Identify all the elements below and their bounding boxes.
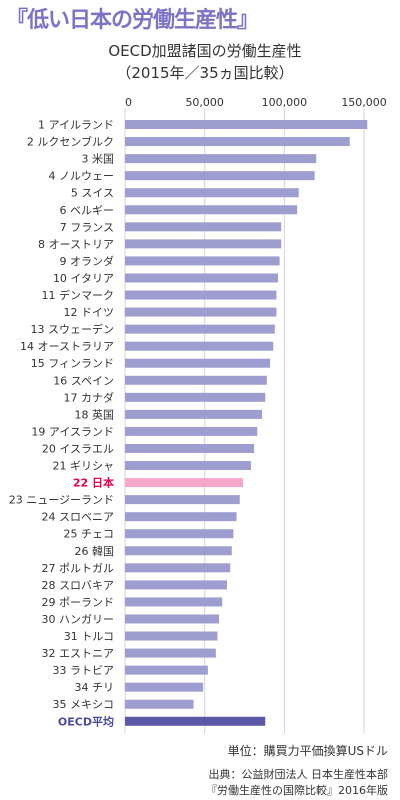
category-label: 22 日本: [73, 476, 114, 490]
category-label: 20 イスラエル: [42, 442, 114, 455]
bar: [125, 478, 243, 488]
bar: [125, 648, 216, 658]
bar: [125, 205, 298, 215]
x-tick-label: 50,000: [185, 96, 224, 109]
category-label: 21 ギリシャ: [53, 460, 115, 473]
headline: 『低い日本の労働生産性』: [6, 8, 259, 33]
category-label: OECD平均: [58, 714, 114, 728]
x-tick-label: 150,000: [341, 96, 387, 109]
bar: [125, 273, 278, 283]
bar: [125, 426, 258, 436]
category-label: 17 カナダ: [64, 390, 115, 404]
bar: [125, 409, 263, 419]
bar: [125, 580, 227, 590]
bar: [125, 597, 223, 607]
category-label: 10 イタリア: [53, 272, 114, 285]
bar: [125, 443, 255, 453]
x-tick-label: 100,000: [262, 96, 308, 109]
category-label: 26 韓国: [75, 545, 115, 558]
bar: [125, 665, 208, 675]
category-label: 30 ハンガリー: [42, 613, 115, 626]
category-label: 29 ポーランド: [42, 596, 115, 609]
category-label: 11 デンマーク: [42, 288, 115, 302]
x-tick-label: 0: [125, 96, 132, 109]
category-label: 33 ラトビア: [53, 664, 115, 677]
category-label: 16 スペイン: [53, 374, 114, 387]
bar: [125, 120, 368, 130]
category-label: 1 アイルランド: [38, 119, 114, 132]
category-label: 31 トルコ: [64, 630, 114, 643]
bar: [125, 563, 231, 573]
category-label: 14 オーストラリア: [20, 340, 114, 353]
chart-subtitle: （2015年／35ヵ国比較）: [116, 64, 294, 82]
bar: [125, 631, 218, 641]
category-label: 18 英国: [75, 407, 115, 421]
bar: [125, 137, 350, 147]
category-label: 13 スウェーデン: [31, 322, 115, 336]
category-label: 23 ニュージーランド: [9, 494, 114, 507]
bar: [125, 324, 275, 334]
bar: [125, 546, 232, 556]
category-label: 19 アイスランド: [31, 425, 114, 438]
bar: [125, 392, 266, 402]
bar: [125, 341, 274, 351]
bar: [125, 358, 271, 368]
bar: [125, 699, 194, 709]
bar: [125, 290, 277, 300]
unit-note: 単位：購買力平価換算USドル: [227, 744, 388, 758]
bar: [125, 307, 277, 317]
source-line-1: 出典：公益財団法人 日本生産性本部: [208, 768, 389, 781]
category-label: 4 ノルウェー: [49, 170, 115, 183]
category-label: 2 ルクセンブルク: [27, 135, 114, 149]
bar: [125, 171, 315, 181]
category-label: 15 フィンランド: [31, 357, 114, 370]
category-label: 7 フランス: [60, 221, 114, 234]
bar: [125, 375, 267, 385]
category-label: 3 米国: [82, 153, 115, 166]
bar: [125, 682, 204, 692]
bar: [125, 529, 234, 539]
category-label: 28 スロバキア: [42, 579, 115, 592]
bar: [125, 256, 280, 266]
bar: [125, 614, 220, 624]
category-label: 5 スイス: [71, 187, 114, 200]
category-label: 25 チェコ: [64, 528, 115, 541]
category-label: 12 ドイツ: [64, 306, 115, 319]
category-label: 35 メキシコ: [53, 698, 115, 711]
bar: [125, 222, 282, 232]
category-label: 34 チリ: [75, 681, 115, 694]
bar: [125, 239, 282, 249]
category-label: 27 ポルトガル: [42, 562, 115, 575]
chart-title: OECD加盟諸国の労働生産性: [108, 42, 302, 60]
bar: [125, 188, 299, 198]
category-label: 24 スロベニア: [42, 511, 115, 524]
source-line-2: 『労働生産性の国際比較』2016年版: [206, 784, 388, 797]
category-label: 32 エストニア: [42, 647, 115, 660]
category-label: 8 オーストリア: [38, 238, 114, 251]
bar: [125, 716, 266, 726]
bar: [125, 154, 317, 164]
category-label: 9 オランダ: [60, 254, 115, 268]
bar: [125, 461, 251, 471]
bar: [125, 495, 240, 505]
category-label: 6 ベルギー: [60, 204, 115, 217]
bar: [125, 512, 237, 522]
